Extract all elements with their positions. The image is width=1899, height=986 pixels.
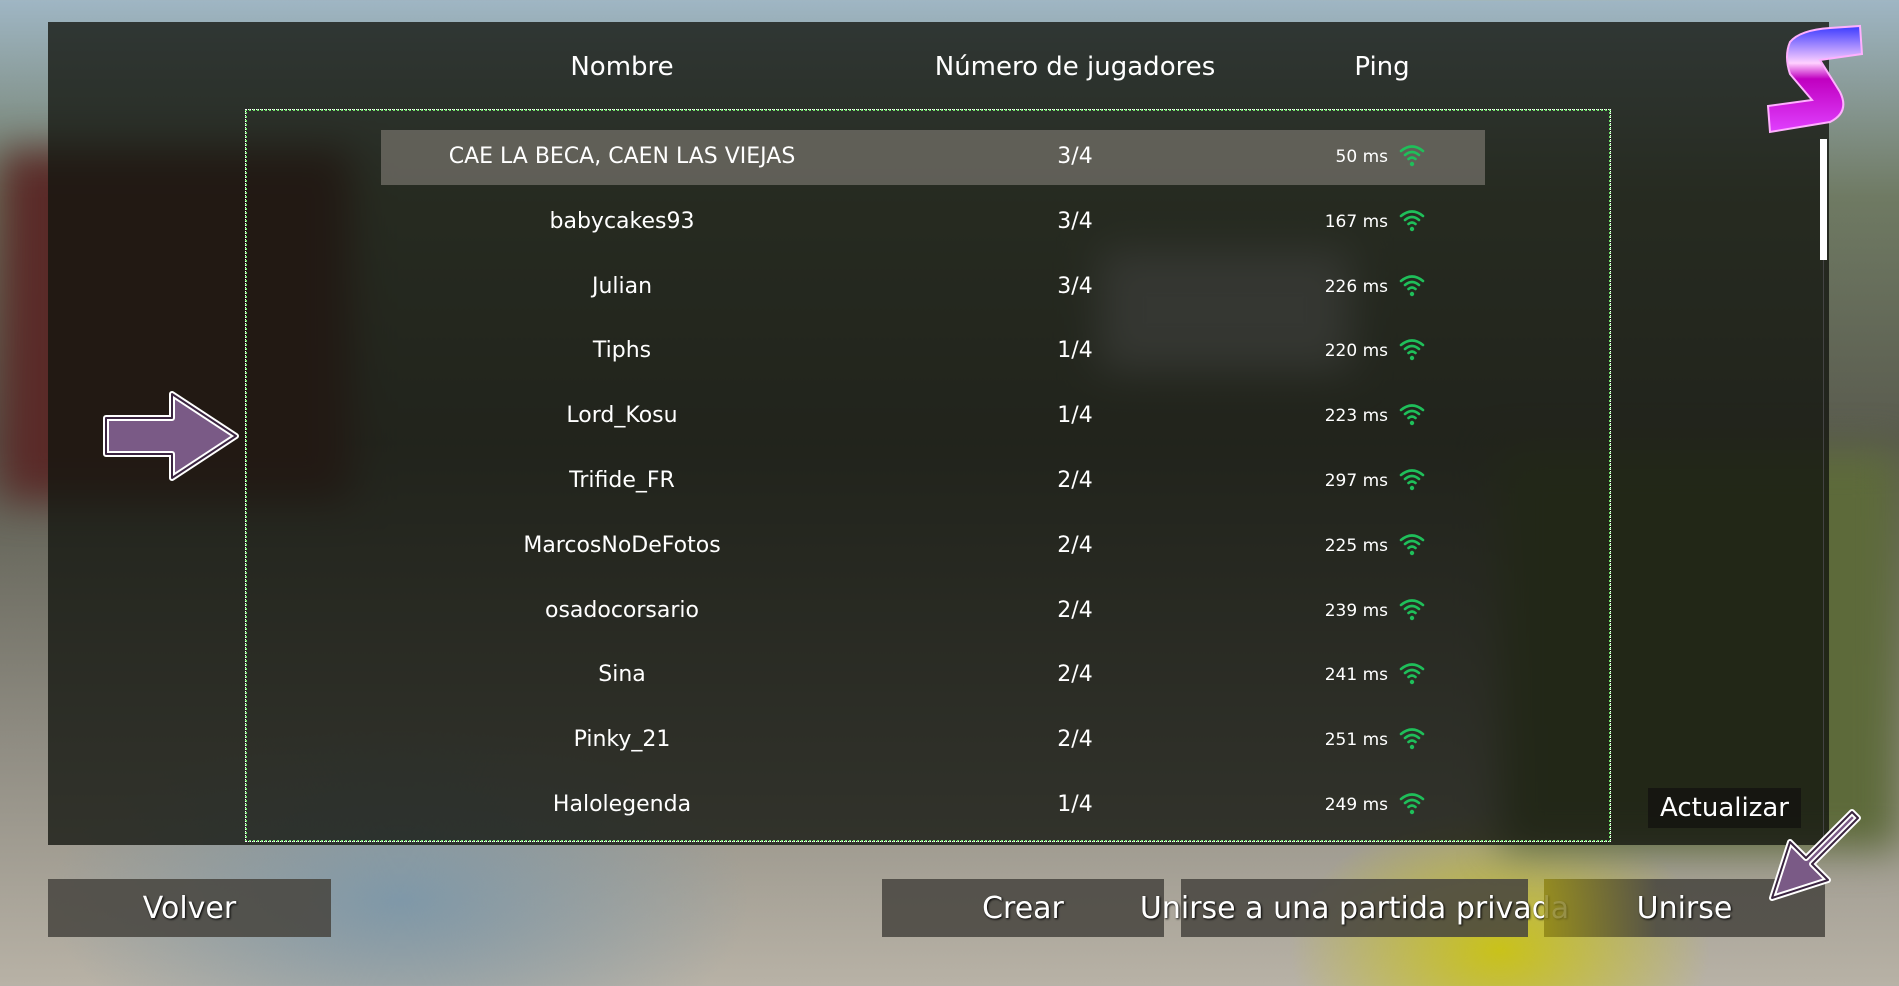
ping-value: 226 ms [1324, 276, 1388, 297]
ping-value: 241 ms [1324, 665, 1388, 686]
server-row[interactable]: osadocorsario 2/4 239 ms [0, 586, 1899, 636]
ping-value: 223 ms [1324, 406, 1388, 427]
wifi-signal-icon [1398, 336, 1426, 362]
join-private-button[interactable]: Unirse a una partida privada [1140, 879, 1569, 937]
wifi-signal-icon [1398, 660, 1426, 686]
wifi-signal-icon [1398, 466, 1426, 492]
server-row[interactable]: MarcosNoDeFotos 2/4 225 ms [0, 521, 1899, 571]
player-count: 2/4 [1057, 662, 1093, 688]
server-list[interactable] [245, 109, 1611, 842]
player-count: 2/4 [1057, 468, 1093, 493]
server-row[interactable]: Lord_Kosu 1/4 223 ms [0, 391, 1899, 441]
player-count: 1/4 [1057, 338, 1093, 364]
ping-value: 249 ms [1324, 795, 1388, 815]
s-logo-icon [1766, 24, 1864, 134]
server-name: babycakes93 [549, 208, 695, 234]
server-row[interactable]: Tiphs 1/4 220 ms [0, 326, 1899, 376]
server-name: Sina [598, 662, 646, 688]
column-header-players[interactable]: Número de jugadores [934, 52, 1216, 82]
player-count: 2/4 [1057, 597, 1093, 623]
server-row[interactable]: babycakes93 3/4 167 ms [0, 197, 1899, 247]
player-count: 3/4 [1057, 144, 1093, 169]
server-row[interactable]: Sina 2/4 241 ms [0, 650, 1899, 700]
ping-value: 50 ms [1335, 147, 1388, 167]
scrollbar-track[interactable] [1823, 260, 1824, 845]
wifi-signal-icon [1398, 531, 1426, 557]
wifi-signal-icon [1398, 596, 1426, 622]
arrow-icon [103, 391, 239, 481]
player-count: 2/4 [1057, 532, 1093, 558]
player-count: 3/4 [1057, 208, 1093, 234]
ping-value: 239 ms [1324, 600, 1388, 621]
server-name: Julian [591, 273, 653, 299]
column-header-ping[interactable]: Ping [1354, 52, 1410, 82]
wifi-signal-icon [1398, 207, 1426, 233]
server-row[interactable]: CAE LA BECA, CAEN LAS VIEJAS 3/4 50 ms [0, 132, 1899, 182]
refresh-button[interactable]: Actualizar [1648, 788, 1801, 828]
server-name: Lord_Kosu [566, 403, 678, 429]
wifi-signal-icon [1398, 401, 1426, 427]
arrow-icon [1769, 809, 1861, 901]
player-count: 1/4 [1057, 403, 1093, 429]
player-count: 1/4 [1057, 792, 1093, 817]
server-name: MarcosNoDeFotos [523, 532, 721, 558]
selected-row-highlight [381, 130, 1485, 185]
server-row[interactable]: Pinky_21 2/4 251 ms [0, 715, 1899, 765]
ping-value: 167 ms [1324, 211, 1388, 232]
server-name: osadocorsario [545, 597, 699, 623]
ping-value: 225 ms [1324, 535, 1388, 556]
player-count: 2/4 [1057, 727, 1093, 753]
server-name: Pinky_21 [573, 727, 671, 753]
wifi-signal-icon [1398, 272, 1426, 298]
column-header-name[interactable]: Nombre [570, 52, 674, 82]
wifi-signal-icon [1398, 790, 1426, 816]
server-name: Halolegenda [552, 792, 692, 817]
wifi-signal-icon [1398, 142, 1426, 168]
wifi-signal-icon [1398, 725, 1426, 751]
server-row[interactable]: Halolegenda 1/4 249 ms [0, 780, 1899, 830]
ping-value: 251 ms [1324, 730, 1388, 751]
server-row[interactable]: Trifide_FR 2/4 297 ms [0, 456, 1899, 506]
scrollbar-thumb[interactable] [1820, 139, 1827, 260]
create-button[interactable]: Crear [882, 879, 1164, 937]
ping-value: 297 ms [1324, 471, 1388, 491]
server-row[interactable]: Julian 3/4 226 ms [0, 262, 1899, 312]
server-name: Tiphs [592, 338, 652, 364]
server-name: Trifide_FR [569, 468, 675, 493]
player-count: 3/4 [1057, 273, 1093, 299]
ping-value: 220 ms [1324, 341, 1388, 362]
back-button[interactable]: Volver [48, 879, 331, 937]
server-name: CAE LA BECA, CAEN LAS VIEJAS [448, 144, 796, 169]
